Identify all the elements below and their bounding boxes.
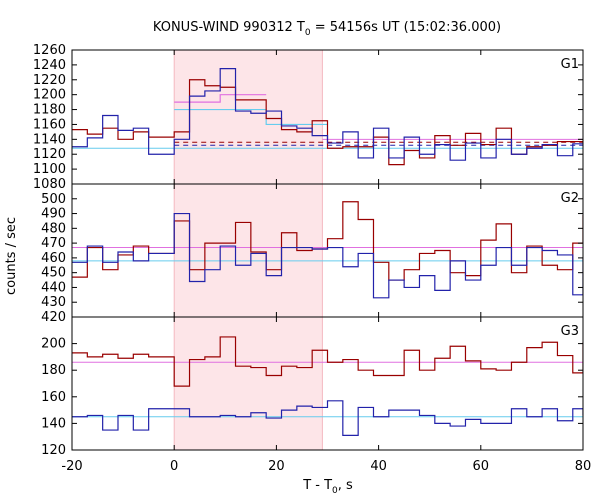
- y-tick-label: 460: [41, 251, 66, 266]
- y-tick-label: 420: [41, 310, 66, 325]
- y-tick-label: 480: [41, 221, 66, 236]
- series-red-g1: [72, 79, 583, 166]
- x-tick-label: 0: [170, 459, 178, 474]
- y-tick-label: 200: [41, 337, 66, 352]
- y-tick-label: 1220: [33, 73, 66, 88]
- y-tick-label: 450: [41, 266, 66, 281]
- chart-title: KONUS-WIND 990312 T0 = 54156s UT (15:02:…: [153, 20, 501, 38]
- series-blue-g2: [72, 212, 583, 299]
- panel-data: [72, 68, 583, 166]
- panel-label: G2: [561, 191, 579, 206]
- x-tick-label: 60: [473, 459, 490, 474]
- y-tick-label: 1240: [33, 58, 66, 73]
- y-tick-label: 1100: [33, 162, 66, 177]
- y-tick-label: 1180: [33, 103, 66, 118]
- panel-data: [72, 201, 583, 299]
- y-tick-label: 430: [41, 295, 66, 310]
- y-tick-label: 1140: [33, 132, 66, 147]
- y-tick-label: 1160: [33, 117, 66, 132]
- series-blue-g3: [72, 400, 583, 436]
- y-tick-label: 1260: [33, 43, 66, 58]
- panel-label: G3: [561, 324, 579, 339]
- x-tick-label: 20: [268, 459, 285, 474]
- panel-data: [72, 336, 583, 436]
- step-fit-pink-0: [174, 94, 267, 103]
- series-blue-g1: [72, 68, 583, 161]
- y-tick-label: 1080: [33, 177, 66, 192]
- shaded-interval: [174, 50, 323, 184]
- y-tick-label: 140: [41, 416, 66, 431]
- panel-g1: 1080110011201140116011801200122012401260…: [33, 43, 584, 192]
- panel-g3: 120 140 160 180 200 G3 -20 0 20 40 60 80: [41, 316, 592, 474]
- x-tick-label: -20: [61, 459, 82, 474]
- panel-label: G1: [561, 57, 579, 72]
- series-red-g2: [72, 201, 583, 281]
- y-tick-label: 490: [41, 207, 66, 222]
- y-tick-label: 160: [41, 390, 66, 405]
- y-tick-label: 120: [41, 443, 66, 458]
- y-axis-label: counts / sec: [4, 217, 19, 295]
- panel-frame: [71, 316, 584, 451]
- y-tick-label: 1120: [33, 147, 66, 162]
- y-tick-label: 500: [41, 192, 66, 207]
- y-tick-label: 180: [41, 363, 66, 378]
- panel-frame: [71, 49, 584, 185]
- shaded-interval: [174, 317, 323, 450]
- y-tick-label: 440: [41, 280, 66, 295]
- y-tick-label: 470: [41, 236, 66, 251]
- x-tick-label: 40: [370, 459, 387, 474]
- x-tick-label: 80: [575, 459, 592, 474]
- x-axis-label: T - T0, s: [302, 478, 353, 496]
- y-tick-label: 1200: [33, 88, 66, 103]
- series-red-g3: [72, 336, 583, 387]
